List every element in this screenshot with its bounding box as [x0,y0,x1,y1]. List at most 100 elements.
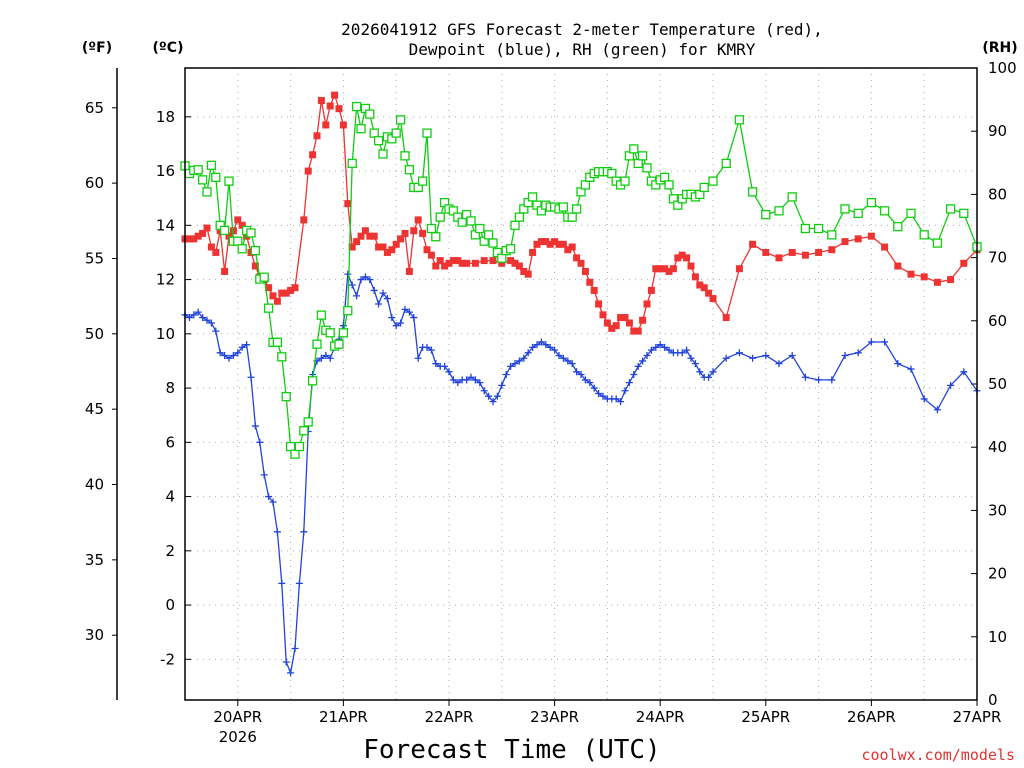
data-point [287,669,295,677]
data-point [586,278,594,286]
data-point [405,267,413,275]
data-point [621,314,629,322]
data-point [652,343,660,351]
c-tick-label: 6 [165,433,175,451]
data-point [234,349,242,357]
data-point [559,240,567,248]
data-point [290,449,300,459]
credit-text: coolwx.com/models [861,746,1015,764]
data-point [893,221,903,232]
data-point [643,352,651,360]
data-point [595,300,603,308]
data-point [348,243,356,251]
data-point [551,346,559,354]
data-point [841,352,849,360]
data-point [920,395,928,403]
f-tick-label: 65 [85,99,104,117]
data-point [945,204,956,214]
data-point [426,223,437,234]
data-point [234,216,242,224]
data-point [299,426,309,436]
unit-rh: (RH) [982,40,1017,56]
data-point [933,406,941,414]
c-tick-label: 0 [165,596,175,614]
data-point [300,216,308,224]
data-point [344,200,352,208]
x-tick-label: 26APR [847,708,896,726]
data-point [383,295,391,303]
data-point [612,322,620,330]
x-tick-label: 21APR [319,708,368,726]
data-point [388,314,396,322]
data-point [762,352,770,360]
data-point [457,217,467,227]
data-point [282,289,290,297]
data-point [747,187,758,197]
c-tick-label: 8 [165,379,175,397]
data-point [674,254,682,262]
data-point [353,238,361,246]
data-point [458,259,466,267]
data-point [489,257,497,265]
data-point [273,528,281,536]
data-point [894,262,902,270]
data-point [272,337,283,347]
unit-celsius: (ºC) [153,40,184,56]
data-point [375,243,383,251]
data-point [202,187,212,197]
data-point [656,341,664,349]
data-point [608,324,616,332]
data-point [617,398,625,406]
data-point [664,180,674,190]
data-point [445,259,453,267]
data-point [639,316,647,324]
data-point [432,360,440,368]
data-point [507,257,515,265]
data-point [353,292,361,300]
data-point [369,128,379,138]
data-point [568,360,576,368]
data-point [775,360,783,368]
data-point [221,352,229,360]
data-point [419,229,427,237]
data-point [708,176,718,186]
unit-fahrenheit: (ºF) [82,40,112,56]
data-point [300,528,308,536]
data-point [678,251,686,259]
data-point [920,273,928,281]
data-point [392,240,400,248]
data-point [542,341,550,349]
data-point [273,297,281,305]
rh-tick-label: 0 [988,691,998,709]
data-point [194,232,202,240]
data-point [709,295,717,303]
data-point [475,223,485,234]
data-point [265,284,273,292]
data-point [647,286,655,294]
data-point [734,115,745,125]
data-point [511,259,519,267]
data-point [351,101,362,112]
grid-lines [184,68,978,700]
data-point [417,176,428,186]
data-point [388,246,396,254]
data-point [533,240,541,248]
data-point [197,175,208,185]
f-tick-label: 40 [85,476,104,494]
data-point [533,341,541,349]
data-point [378,149,388,159]
data-point [476,379,484,387]
data-point [282,658,290,666]
data-point [463,376,471,384]
data-point [652,265,660,273]
data-point [347,158,357,169]
c-tick-label: 14 [156,216,175,234]
data-point [307,376,318,386]
data-point [203,316,211,324]
data-point [207,243,215,251]
series-layer [180,91,982,677]
data-point [291,284,299,292]
rh-tick-label: 70 [988,249,1007,267]
data-point [919,230,929,240]
data-point [497,253,507,263]
